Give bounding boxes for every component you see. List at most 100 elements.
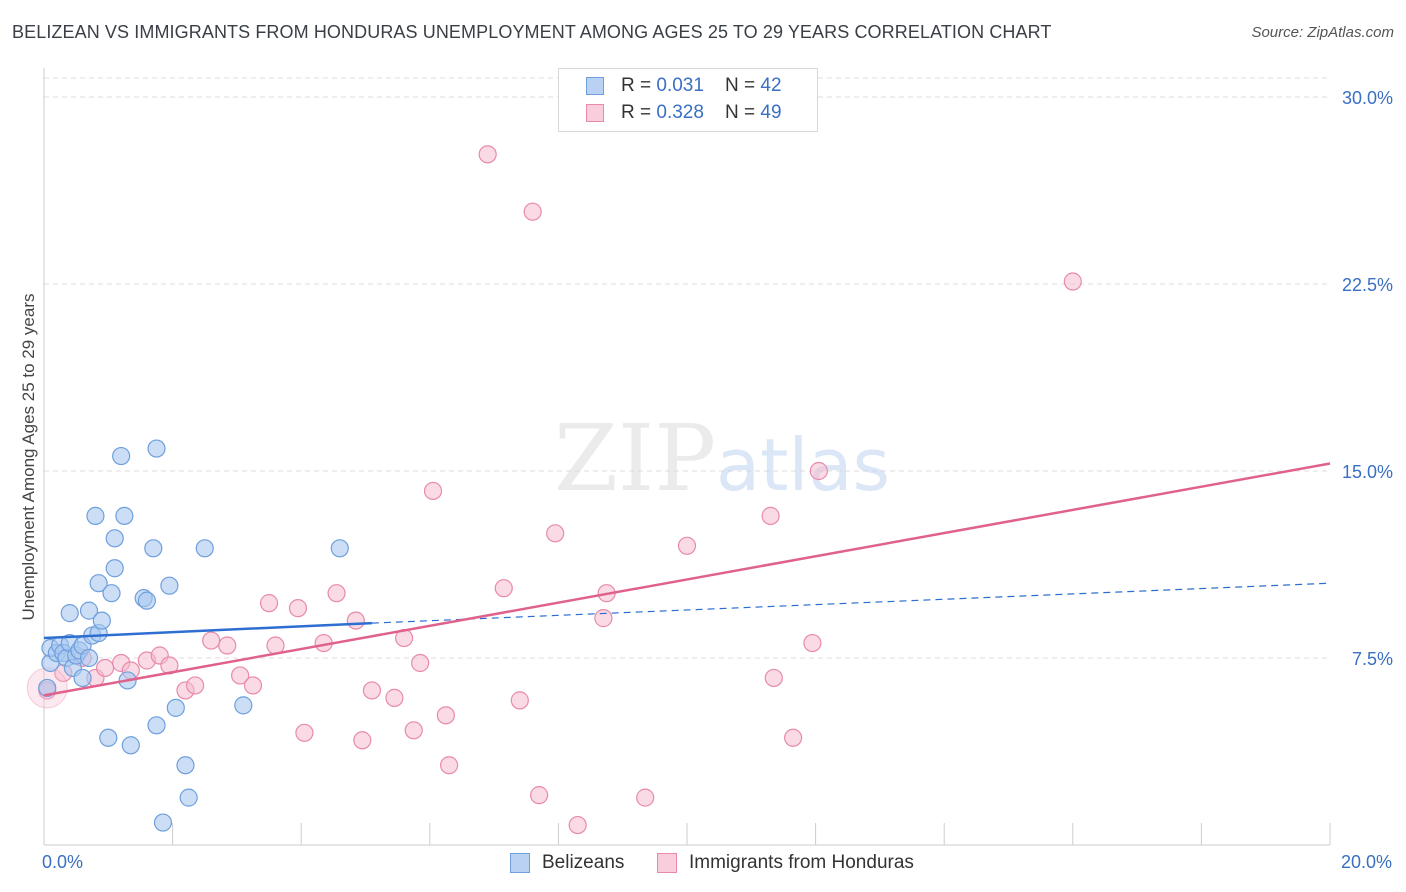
honduras-point [353,731,372,750]
belizean-point [92,611,111,630]
legend-n-value: 49 [760,102,782,123]
x-axis-min-label: 0.0% [42,852,84,872]
honduras-point [546,524,565,543]
honduras-point [439,756,459,775]
legend-label-honduras: Immigrants from Honduras [689,852,914,873]
honduras-point [636,788,655,807]
honduras-point [494,579,513,598]
legend-row-honduras: R = 0.328 N = 49 [586,100,782,126]
legend-item-honduras: Immigrants from Honduras [657,852,914,874]
legend-swatch-pink [657,853,677,873]
y-tick-label: 30.0% [1342,88,1393,108]
honduras-point [594,609,613,628]
honduras-point [202,631,221,650]
watermark: ZIP atlas [554,405,890,512]
y-tick-label: 22.5% [1342,275,1393,295]
belizean-point [105,529,124,548]
correlation-legend: R = 0.031 N = 42 R = 0.328 N = 49 [558,68,818,132]
honduras-point [362,681,382,700]
watermark-zip: ZIP [554,405,716,512]
honduras-point [411,653,430,673]
honduras-point [677,536,697,555]
honduras-point [803,633,822,653]
honduras-point [809,461,828,481]
y-axis-tick-labels: 7.5% 15.0% 22.5% 30.0% [1342,88,1393,669]
y-axis-title: Unemployment Among Ages 25 to 29 years [19,293,38,621]
honduras-point [186,676,205,695]
belizean-point [112,446,131,466]
belizean-point [179,788,198,807]
source-label: Source: ZipAtlas.com [1251,24,1394,41]
belizean-point [60,604,79,623]
honduras-point [436,706,455,725]
belizean-point [99,728,118,747]
legend-swatch-blue [586,77,604,95]
belizean-point [234,696,253,715]
belizean-trend-line [43,621,372,640]
x-axis-ticks [43,823,1331,845]
honduras-point [568,815,587,835]
legend-swatch-pink [586,104,604,122]
honduras-point [231,666,250,685]
honduras-point [218,636,237,655]
belizean-point [330,539,349,558]
trend-lines [43,462,1331,697]
belizean-point [73,668,92,688]
chart-title: BELIZEAN VS IMMIGRANTS FROM HONDURAS UNE… [12,22,1052,42]
belizean-point [144,539,163,558]
belizean-point [79,601,99,620]
honduras-point [523,202,542,221]
belizean-point [38,678,57,698]
belizean-point [115,506,134,525]
belizean-point [121,736,140,755]
belizean-point [79,648,99,668]
belizean-point [147,716,166,735]
belizean-point [153,813,173,832]
belizean-trend-extension [371,582,1331,624]
legend-r-value: 0.031 [656,75,704,96]
legend-swatch-blue [510,853,530,873]
belizean-point [105,559,124,578]
honduras-point [346,611,365,630]
legend-label-belizeans: Belizeans [542,852,625,873]
x-axis-max-label: 20.0% [1340,852,1392,872]
belizean-point [166,698,185,717]
honduras-point [510,691,529,710]
belizean-point [176,756,195,775]
honduras-point [288,599,308,618]
honduras-point [761,506,780,525]
legend-row-belizeans: R = 0.031 N = 42 [586,73,782,99]
honduras-point [259,594,279,613]
belizean-point [160,576,179,595]
honduras-point [1063,272,1082,291]
legend-n-label: N = [725,75,761,96]
honduras-point [423,481,443,501]
legend-item-belizeans: Belizeans [510,852,624,874]
honduras-point [783,728,803,747]
legend-r-label: R = [621,102,657,123]
belizean-point [86,506,105,525]
honduras-point [530,786,549,805]
legend-n-label: N = [725,102,761,123]
legend-r-value: 0.328 [656,102,704,123]
belizean-point [137,591,156,610]
grid-lines [44,77,1330,659]
honduras-point [385,688,404,707]
honduras-point [95,658,115,678]
honduras-point [295,723,314,742]
honduras-point [764,668,783,688]
y-tick-label: 15.0% [1342,462,1393,482]
y-tick-label: 7.5% [1352,649,1393,669]
honduras-trend-line [43,462,1331,697]
series-legend: Belizeans Immigrants from Honduras [0,852,1406,878]
belizean-point [147,439,166,458]
legend-n-value: 42 [760,75,782,96]
honduras-point [478,145,497,164]
honduras-point [327,584,346,603]
belizean-point [102,584,121,603]
legend-r-label: R = [621,75,657,96]
honduras-point [404,721,423,740]
watermark-atlas: atlas [716,423,890,507]
belizean-point [195,539,214,558]
